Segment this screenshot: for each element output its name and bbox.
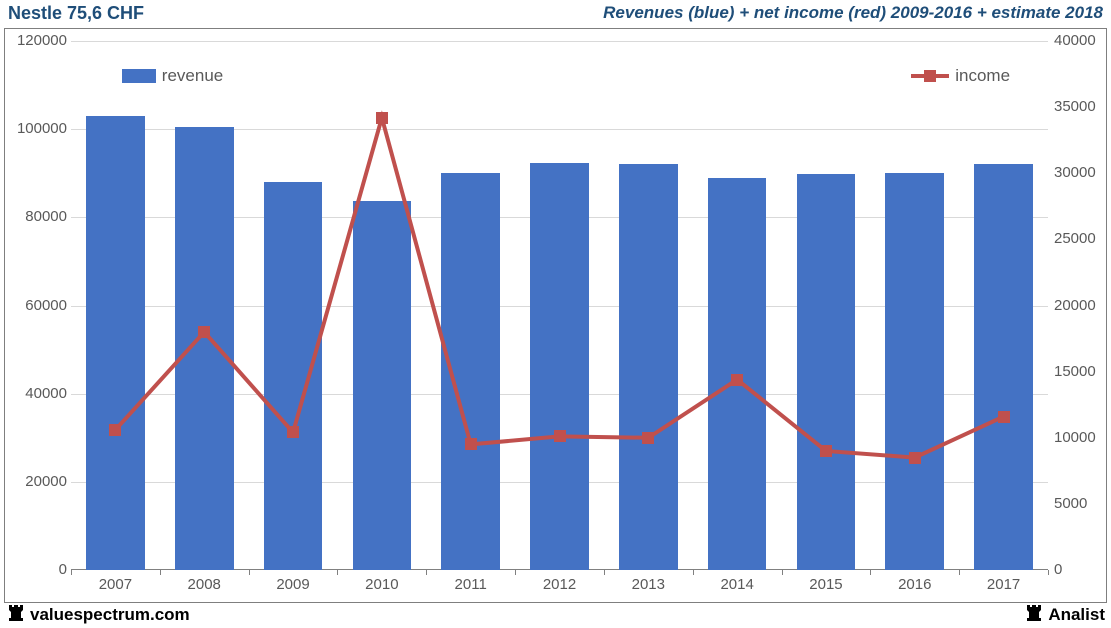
legend-swatch-income <box>911 68 949 84</box>
chart-footer: valuespectrum.com Analist <box>0 603 1111 627</box>
rook-icon <box>1024 603 1044 628</box>
income-line <box>115 118 1003 458</box>
y-axis-right-label: 40000 <box>1054 32 1104 49</box>
legend-swatch-revenue <box>122 69 156 83</box>
chart-header: Nestle 75,6 CHF Revenues (blue) + net in… <box>0 0 1111 26</box>
legend-label-income: income <box>955 66 1010 86</box>
income-marker <box>731 374 743 386</box>
x-tick <box>160 570 161 575</box>
income-marker <box>465 438 477 450</box>
income-marker <box>820 445 832 457</box>
y-axis-right-label: 25000 <box>1054 230 1104 247</box>
line-series-svg <box>71 41 1048 570</box>
x-axis-label: 2011 <box>455 576 487 593</box>
chart-container: Nestle 75,6 CHF Revenues (blue) + net in… <box>0 0 1111 627</box>
x-tick <box>337 570 338 575</box>
income-marker <box>198 326 210 338</box>
header-title-left: Nestle 75,6 CHF <box>8 3 144 24</box>
x-axis-label: 2017 <box>987 576 1020 593</box>
y-axis-right-label: 35000 <box>1054 98 1104 115</box>
footer-left: valuespectrum.com <box>6 603 190 628</box>
y-axis-left-label: 40000 <box>9 385 67 402</box>
x-tick <box>782 570 783 575</box>
rook-icon <box>6 603 26 628</box>
x-axis-label: 2012 <box>543 576 576 593</box>
y-axis-right-label: 20000 <box>1054 297 1104 314</box>
x-axis-label: 2007 <box>99 576 132 593</box>
x-tick <box>959 570 960 575</box>
x-tick <box>604 570 605 575</box>
y-axis-left-label: 100000 <box>9 120 67 137</box>
legend-label-revenue: revenue <box>162 66 223 86</box>
legend-income: income <box>911 66 1010 86</box>
x-axis-label: 2009 <box>276 576 309 593</box>
income-marker <box>554 430 566 442</box>
income-marker <box>909 452 921 464</box>
y-axis-right-label: 5000 <box>1054 495 1104 512</box>
footer-right: Analist <box>1024 603 1105 628</box>
plot-frame: revenue income 0 20000 40000 60000 80000 10000… <box>4 28 1107 603</box>
x-tick <box>693 570 694 575</box>
x-tick <box>1048 570 1049 575</box>
x-axis-label: 2010 <box>365 576 398 593</box>
y-axis-left-label: 0 <box>9 561 67 578</box>
x-tick <box>426 570 427 575</box>
header-title-right: Revenues (blue) + net income (red) 2009-… <box>603 3 1103 23</box>
x-axis-label: 2015 <box>809 576 842 593</box>
y-axis-left-label: 60000 <box>9 297 67 314</box>
income-marker <box>642 432 654 444</box>
footer-right-text: Analist <box>1048 604 1105 623</box>
income-marker <box>998 411 1010 423</box>
plot-area: revenue income <box>71 41 1048 570</box>
x-tick <box>515 570 516 575</box>
income-marker <box>287 426 299 438</box>
x-axis-label: 2013 <box>632 576 665 593</box>
y-axis-right-label: 15000 <box>1054 363 1104 380</box>
x-tick <box>249 570 250 575</box>
x-axis-label: 2008 <box>188 576 221 593</box>
y-axis-left-label: 80000 <box>9 208 67 225</box>
y-axis-left-label: 20000 <box>9 473 67 490</box>
legend-revenue: revenue <box>122 66 223 86</box>
y-axis-right-label: 0 <box>1054 561 1104 578</box>
income-marker <box>109 424 121 436</box>
footer-left-text: valuespectrum.com <box>30 604 190 623</box>
x-axis-label: 2014 <box>720 576 753 593</box>
y-axis-right-label: 30000 <box>1054 164 1104 181</box>
x-axis-label: 2016 <box>898 576 931 593</box>
income-marker <box>376 112 388 124</box>
y-axis-right-label: 10000 <box>1054 429 1104 446</box>
y-axis-left-label: 120000 <box>9 32 67 49</box>
x-tick <box>870 570 871 575</box>
x-tick <box>71 570 72 575</box>
